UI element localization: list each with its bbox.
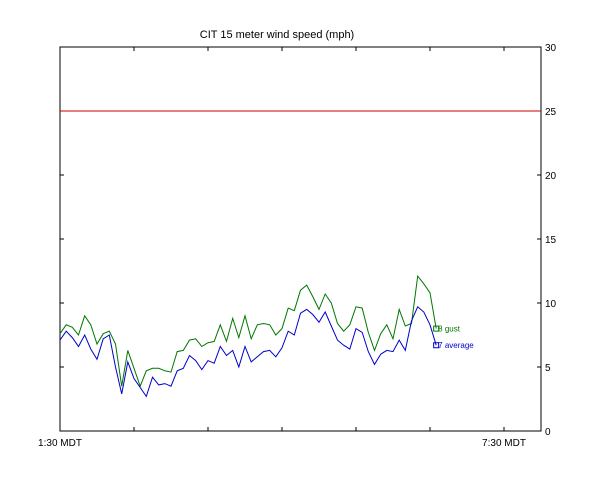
y-tick-label: 10 (545, 299, 557, 310)
x-tick-label: 7:30 MDT (482, 438, 526, 449)
y-tick-label: 0 (545, 427, 551, 438)
series-end-marker-average (433, 342, 440, 349)
y-tick-label: 15 (545, 235, 557, 246)
series-line-average (59, 305, 437, 398)
y-tick-label: 25 (545, 107, 557, 118)
x-axis: 1:30 MDT 7:30 MDT (38, 47, 526, 449)
series-line-gust (59, 274, 437, 388)
chart-title: CIT 15 meter wind speed (mph) (200, 29, 354, 41)
series-end-label-average: 7 average (438, 341, 474, 350)
y-tick-label: 5 (545, 363, 551, 374)
y-tick-label: 30 (545, 43, 557, 54)
y-tick-label: 20 (545, 171, 557, 182)
series-layer: 8 gust 7 average (59, 274, 474, 398)
series-end-label-gust: 8 gust (438, 325, 461, 334)
series-end-marker-gust (433, 325, 440, 332)
x-tick-label: 1:30 MDT (38, 438, 82, 449)
